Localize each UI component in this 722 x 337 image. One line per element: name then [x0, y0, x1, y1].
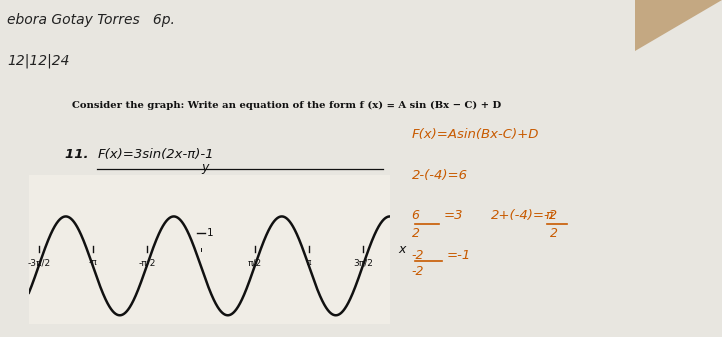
Text: F(x)=Asin(Bx-C)+D: F(x)=Asin(Bx-C)+D: [412, 128, 539, 141]
Text: =-1: =-1: [446, 249, 471, 263]
Text: 12|12|24: 12|12|24: [7, 54, 70, 68]
Text: =3: =3: [444, 209, 464, 222]
Text: 1: 1: [207, 228, 214, 238]
Text: Consider the graph: Write an equation of the form f (x) = A sin (Bx − C) + D: Consider the graph: Write an equation of…: [72, 101, 501, 110]
Text: 6: 6: [412, 209, 419, 222]
Text: -2: -2: [412, 265, 424, 278]
Text: 11.: 11.: [65, 148, 93, 161]
Text: 2+(-4)=-2: 2+(-4)=-2: [491, 209, 558, 222]
Text: ebora Gotay Torres   6p.: ebora Gotay Torres 6p.: [7, 13, 175, 28]
Text: π: π: [545, 209, 552, 222]
Text: -π/2: -π/2: [138, 258, 155, 268]
Text: π/2: π/2: [248, 258, 262, 268]
Text: -3π/2: -3π/2: [27, 258, 51, 268]
Text: 2-(-4)=6: 2-(-4)=6: [412, 168, 468, 182]
Text: F(x)=3sin(2x-π)-1: F(x)=3sin(2x-π)-1: [97, 148, 214, 161]
Text: -2: -2: [412, 249, 424, 263]
Text: 2: 2: [550, 227, 558, 241]
Text: π: π: [306, 258, 312, 268]
Text: y: y: [201, 161, 209, 175]
Text: 3π/2: 3π/2: [353, 258, 373, 268]
Text: x: x: [399, 243, 406, 256]
Text: -π: -π: [88, 258, 97, 268]
Text: 2: 2: [412, 227, 419, 241]
